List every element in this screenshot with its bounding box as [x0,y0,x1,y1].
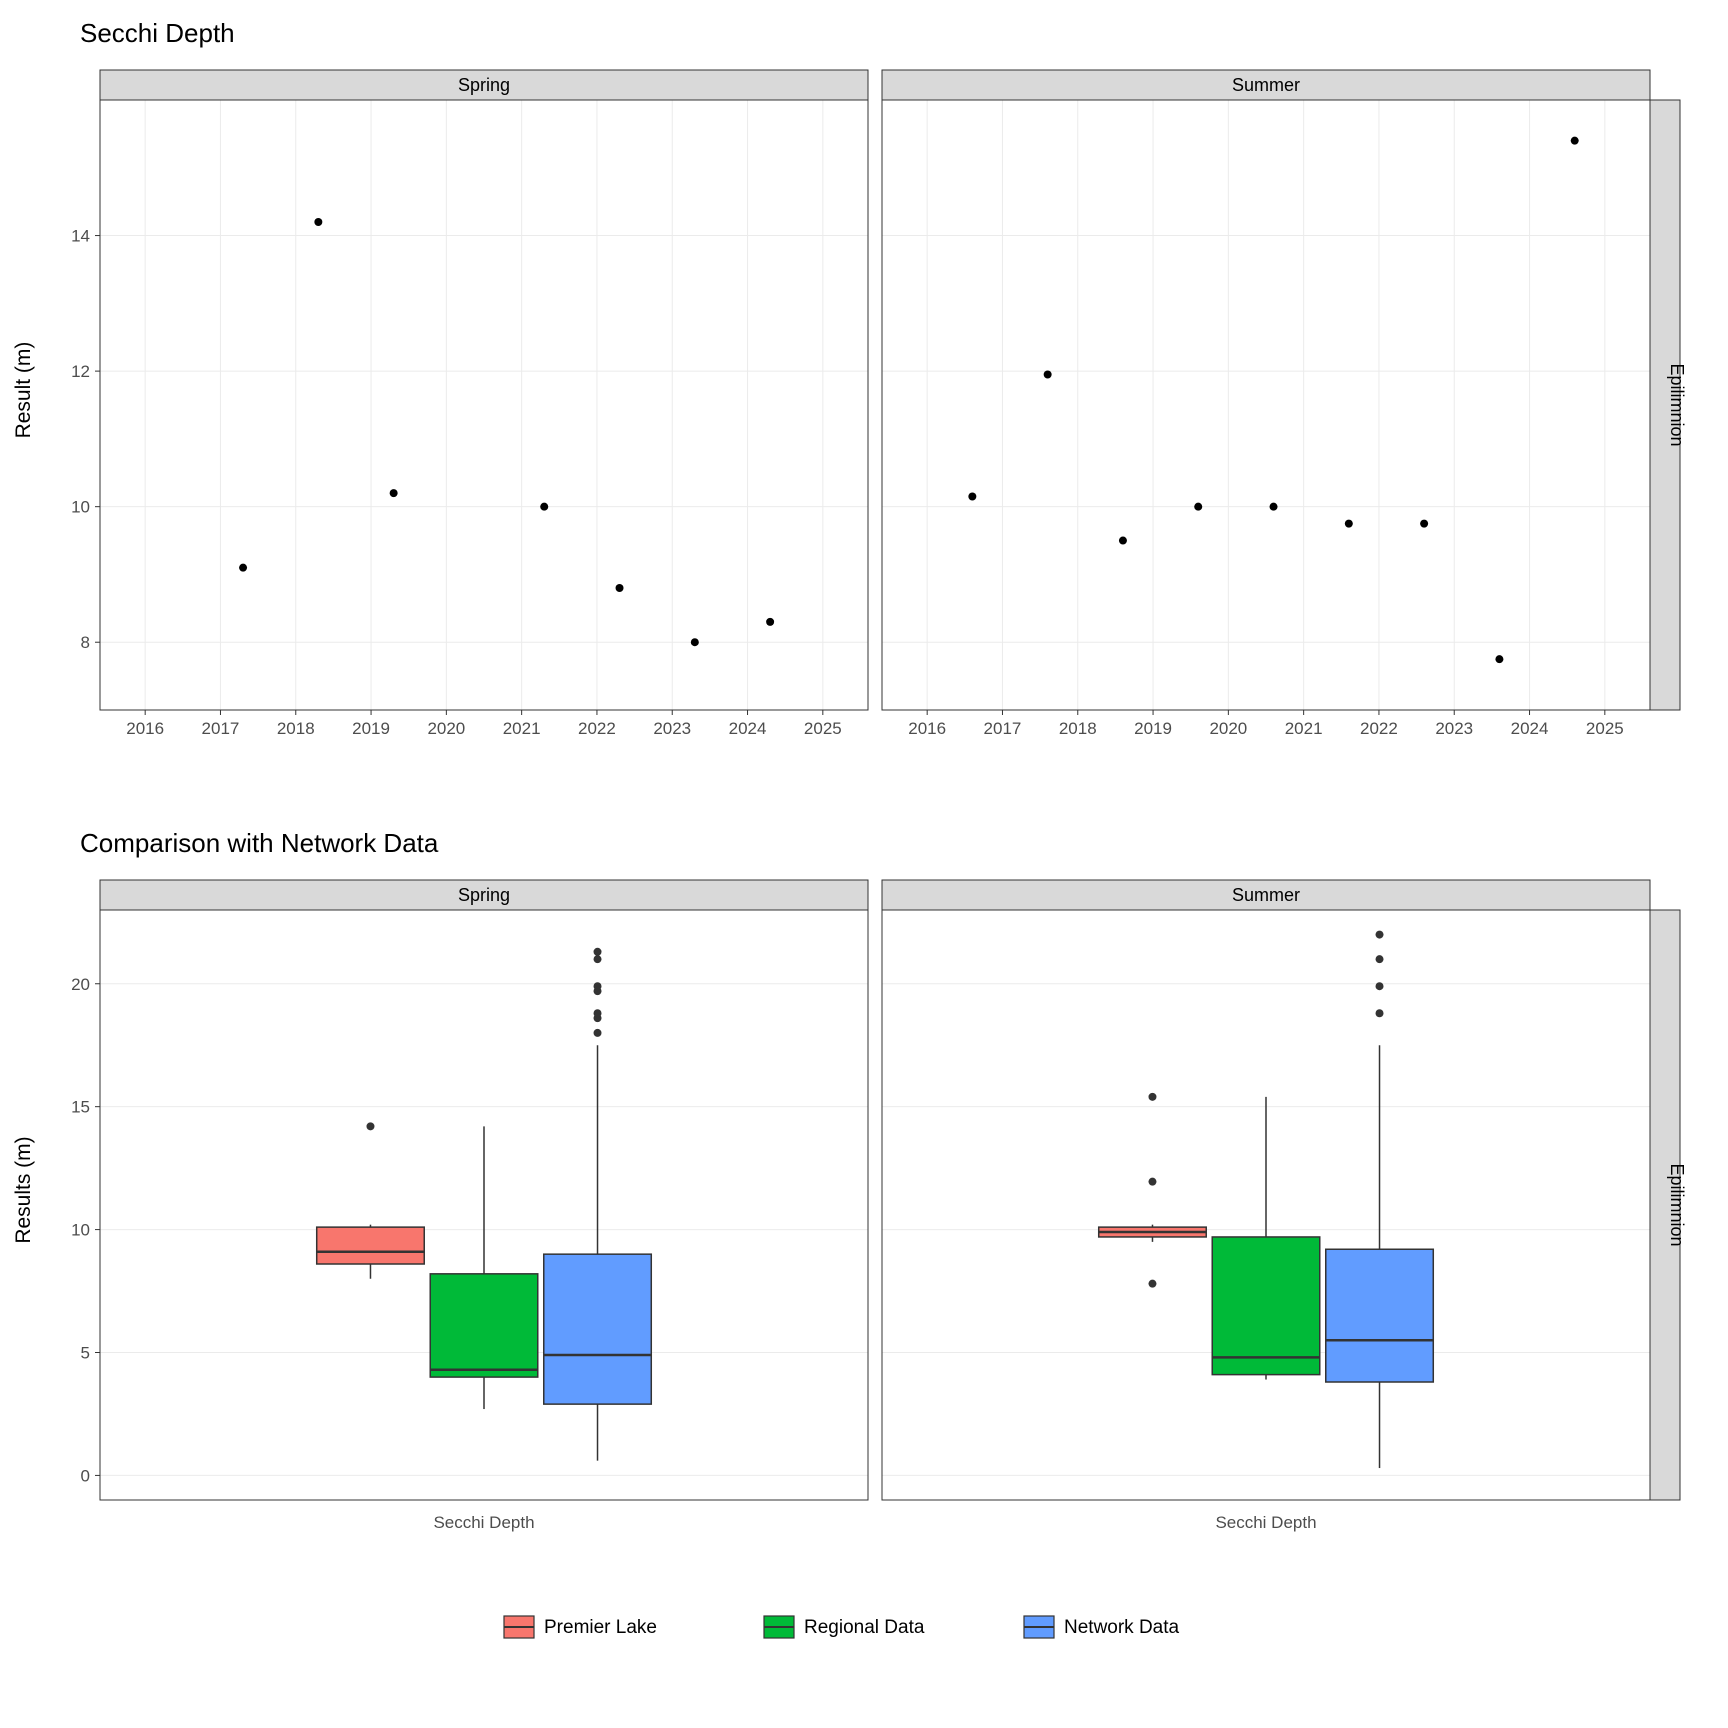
x-tick-label: 2019 [1134,719,1172,738]
data-point [1044,371,1052,379]
x-category-label: Secchi Depth [433,1513,534,1532]
outlier-point [594,1029,602,1037]
data-point [239,564,247,572]
x-tick-label: 2022 [1360,719,1398,738]
facet-label: Summer [1232,75,1300,95]
x-tick-label: 2019 [352,719,390,738]
outlier-point [594,982,602,990]
x-tick-label: 2016 [908,719,946,738]
y-tick-label: 20 [71,975,90,994]
plot-panel [882,100,1650,710]
facet-label: Spring [458,885,510,905]
facet-right-label: Epilimnion [1667,363,1687,446]
y-tick-label: 0 [81,1466,90,1485]
facet-right-label: Epilimnion [1667,1163,1687,1246]
data-point [968,493,976,501]
x-tick-label: 2023 [653,719,691,738]
x-tick-label: 2020 [1209,719,1247,738]
x-tick-label: 2024 [1511,719,1549,738]
chart-svg: Secchi Depth Result (m) Spring 2016 2017 2018… [0,0,1728,1728]
data-point [390,489,398,497]
x-tick-label: 2025 [804,719,842,738]
data-point [1495,655,1503,663]
x-tick-label: 2016 [126,719,164,738]
chart-container: Secchi Depth Result (m) Spring 2016 2017 2018… [0,0,1728,1728]
x-tick-label: 2017 [202,719,240,738]
box [430,1274,538,1377]
data-point [540,503,548,511]
data-point [691,638,699,646]
outlier-point [1376,982,1384,990]
facet-label: Spring [458,75,510,95]
y-axis-label: Result (m) [12,342,35,439]
outlier-point [1376,1009,1384,1017]
outlier-point [1148,1093,1156,1101]
outlier-point [1376,955,1384,963]
y-tick-label: 12 [71,362,90,381]
data-point [1345,520,1353,528]
data-point [766,618,774,626]
data-point [1270,503,1278,511]
data-point [1571,137,1579,145]
y-tick-label: 10 [71,498,90,517]
outlier-point [594,1009,602,1017]
y-tick-label: 14 [71,227,90,246]
plot-panel [100,100,868,710]
outlier-point [594,948,602,956]
y-tick-label: 8 [81,633,90,652]
x-tick-label: 2021 [1285,719,1323,738]
legend-label: Premier Lake [544,1617,657,1638]
box [1212,1237,1320,1375]
x-tick-label: 2022 [578,719,616,738]
x-tick-label: 2020 [427,719,465,738]
outlier-point [1376,931,1384,939]
box [317,1227,425,1264]
chart-title: Secchi Depth [80,18,235,48]
box [544,1254,652,1404]
data-point [1194,503,1202,511]
box [1326,1249,1434,1382]
x-tick-label: 2025 [1586,719,1624,738]
x-tick-label: 2024 [729,719,767,738]
data-point [1119,537,1127,545]
x-tick-label: 2017 [984,719,1022,738]
y-tick-label: 10 [71,1221,90,1240]
data-point [1420,520,1428,528]
y-axis-label: Results (m) [12,1136,35,1243]
y-tick-label: 5 [81,1344,90,1363]
outlier-point [366,1122,374,1130]
chart-title: Comparison with Network Data [80,828,439,858]
outlier-point [1148,1178,1156,1186]
x-tick-label: 2018 [1059,719,1097,738]
legend-label: Network Data [1064,1617,1180,1638]
data-point [314,218,322,226]
outlier-point [1148,1280,1156,1288]
x-tick-label: 2018 [277,719,315,738]
x-tick-label: 2021 [503,719,541,738]
y-tick-label: 15 [71,1098,90,1117]
legend-label: Regional Data [804,1617,925,1638]
x-tick-label: 2023 [1435,719,1473,738]
x-category-label: Secchi Depth [1215,1513,1316,1532]
data-point [616,584,624,592]
outlier-point [594,955,602,963]
facet-label: Summer [1232,885,1300,905]
